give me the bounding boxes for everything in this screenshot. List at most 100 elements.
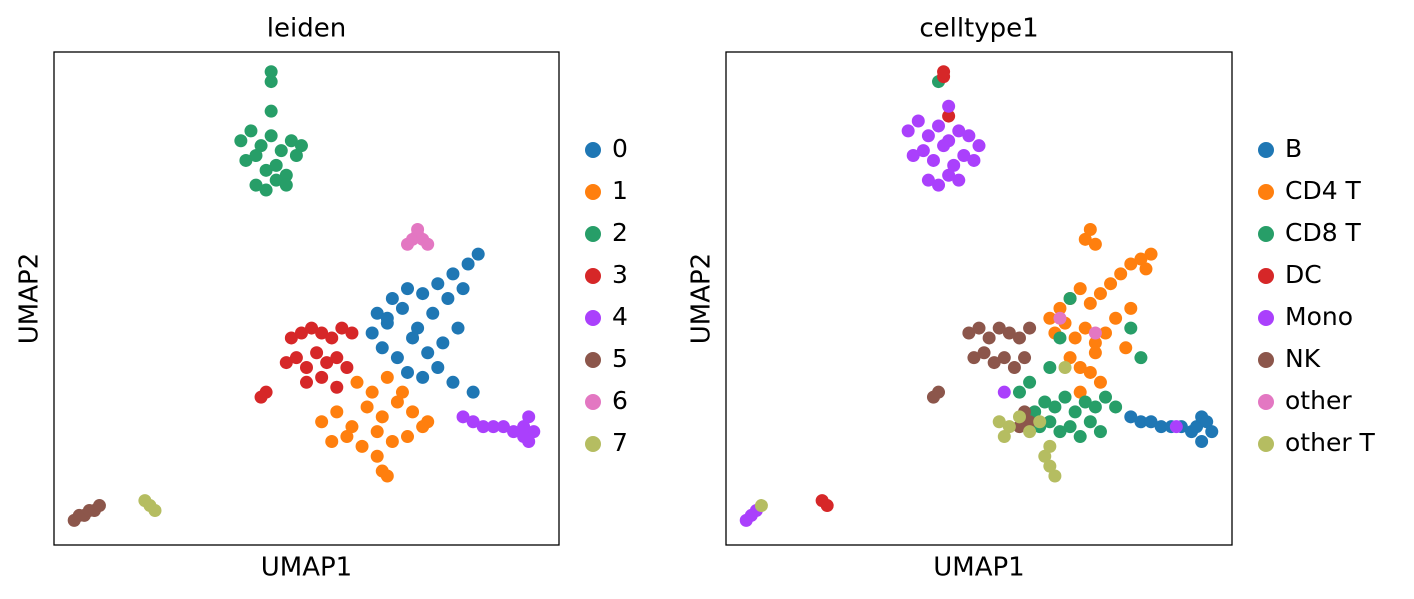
point [1043,361,1057,375]
point [1023,415,1037,429]
point [977,346,991,360]
point [330,380,344,394]
point [401,365,414,379]
point [972,321,986,335]
point [1109,400,1123,414]
point [401,282,414,296]
legend-marker [585,436,601,452]
point [916,144,930,158]
point [1043,459,1057,473]
point [300,361,313,375]
point [284,331,298,345]
point [962,326,976,340]
point [441,292,455,305]
point [254,390,268,404]
point [1073,361,1087,375]
point [1083,296,1097,310]
point [380,311,394,325]
point [1134,415,1148,429]
point [1033,415,1047,429]
point [1078,395,1092,409]
point [1012,385,1026,399]
point [517,420,531,434]
point [962,129,976,143]
legend-marker [585,352,601,368]
point [1007,361,1021,375]
point [1048,400,1062,414]
point [997,430,1011,444]
point [517,430,531,444]
point [1088,346,1102,360]
point [992,321,1006,335]
point [926,153,940,167]
point [315,370,329,384]
point [294,326,308,340]
point [1078,321,1092,335]
point [1073,282,1087,296]
point [1002,420,1016,434]
point [1205,425,1219,439]
point [1043,439,1057,453]
point [1068,405,1082,419]
legend-label: CD8 T [1285,218,1362,247]
point [315,326,329,340]
point [1028,405,1042,419]
y-axis-label: UMAP2 [687,253,717,344]
point [1058,390,1072,404]
point [264,104,278,118]
point [1073,430,1087,444]
legend-marker [585,184,601,200]
point [522,410,536,424]
legend-marker [1258,352,1274,368]
point [345,326,359,340]
point [947,158,961,172]
point [421,237,435,251]
legend-marker [1258,268,1274,284]
point [476,420,490,434]
legend-label: other [1285,386,1352,415]
point [1012,420,1026,434]
point [395,301,409,315]
point [1012,410,1026,424]
point [471,247,485,261]
point [921,129,935,143]
point [1063,292,1077,305]
point [279,168,293,182]
plot-frame [725,51,1233,546]
point [390,351,404,365]
plot-frame [53,51,560,546]
point [406,405,420,419]
point [269,158,283,172]
point [982,331,996,345]
point [527,425,541,439]
point [274,144,288,158]
point [1088,336,1102,350]
point [932,119,946,133]
point [1134,351,1148,365]
point [1088,400,1102,414]
chart-title: leiden [267,14,346,44]
point [300,375,313,389]
y-axis-label: UMAP2 [15,253,45,344]
point [148,503,162,517]
point [370,449,384,463]
point [421,346,435,360]
point [921,173,935,187]
point [365,385,379,399]
point [967,351,981,365]
point [279,178,293,192]
point [264,65,278,79]
point [1139,262,1153,276]
point [451,321,465,335]
point [365,326,379,340]
point [1023,375,1037,389]
point [426,306,440,320]
point [406,331,420,345]
point [249,178,263,192]
point [305,321,319,335]
point [310,346,324,360]
point [345,420,359,434]
point [436,336,450,350]
point [967,153,981,167]
legend-label: CD4 T [1285,176,1362,205]
